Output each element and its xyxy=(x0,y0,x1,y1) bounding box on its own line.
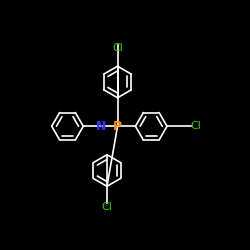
Text: N: N xyxy=(96,120,106,133)
Text: Cl: Cl xyxy=(190,121,201,131)
Text: Cl: Cl xyxy=(112,43,123,53)
Text: P: P xyxy=(113,120,122,133)
Text: Cl: Cl xyxy=(102,202,112,212)
